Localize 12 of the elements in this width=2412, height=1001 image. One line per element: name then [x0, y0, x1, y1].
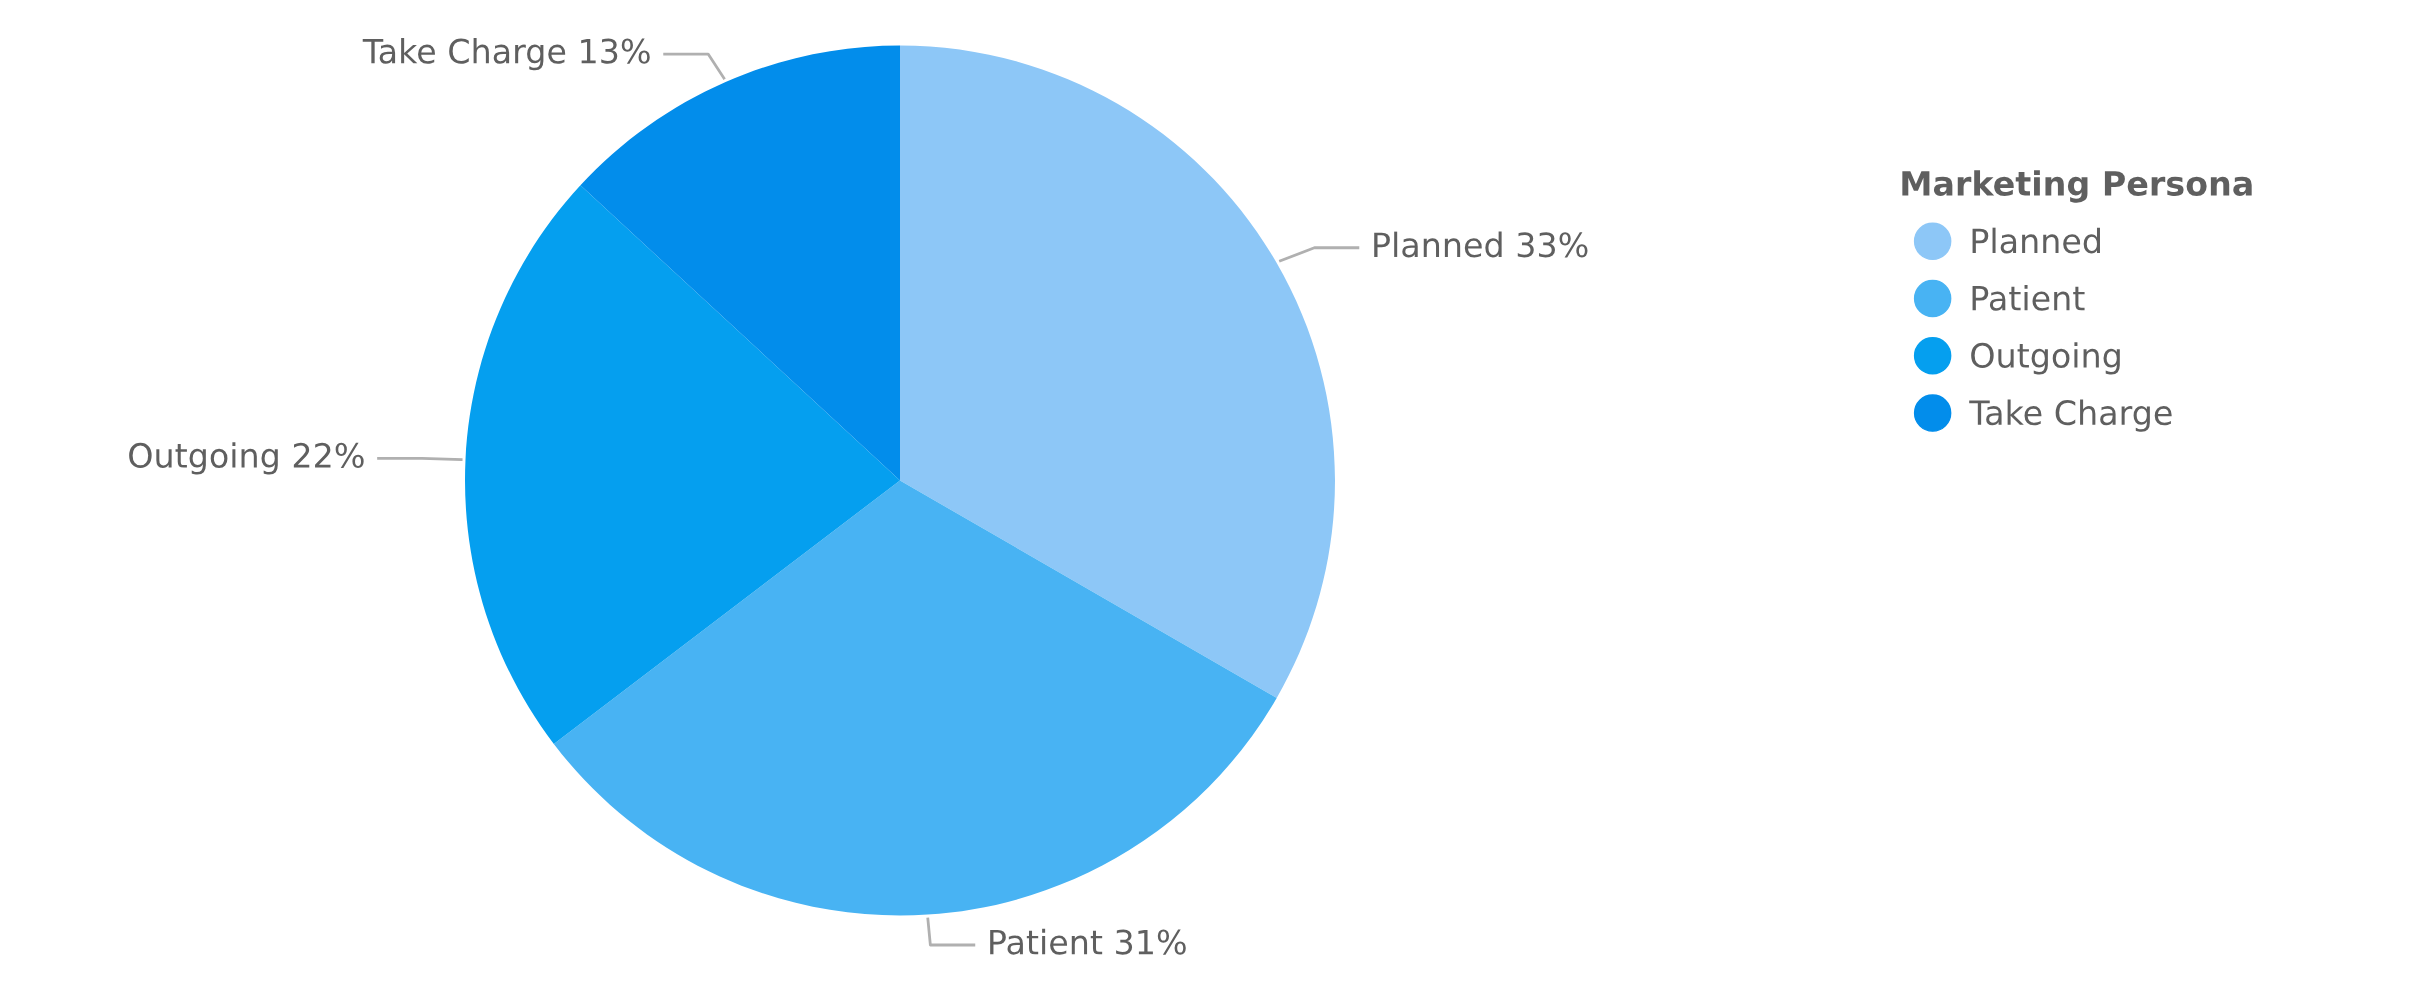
pie-slice — [900, 45, 1335, 698]
data-label: Outgoing 22% — [129, 442, 364, 475]
pie-slice — [553, 480, 1277, 916]
legend-label: Patient — [1972, 284, 2085, 311]
pie-slice — [465, 185, 900, 744]
data-label: Patient 31% — [990, 928, 1186, 955]
data-label: Planned 33% — [1374, 231, 1588, 258]
legend-label: Planned — [1972, 227, 2100, 254]
legend-label: Outgoing — [1971, 342, 2120, 375]
legend-title: Marketing Persona — [1902, 170, 2252, 203]
legend-label: Take Charge — [1969, 399, 2172, 432]
data-label: Take Charge 13% — [362, 37, 650, 71]
